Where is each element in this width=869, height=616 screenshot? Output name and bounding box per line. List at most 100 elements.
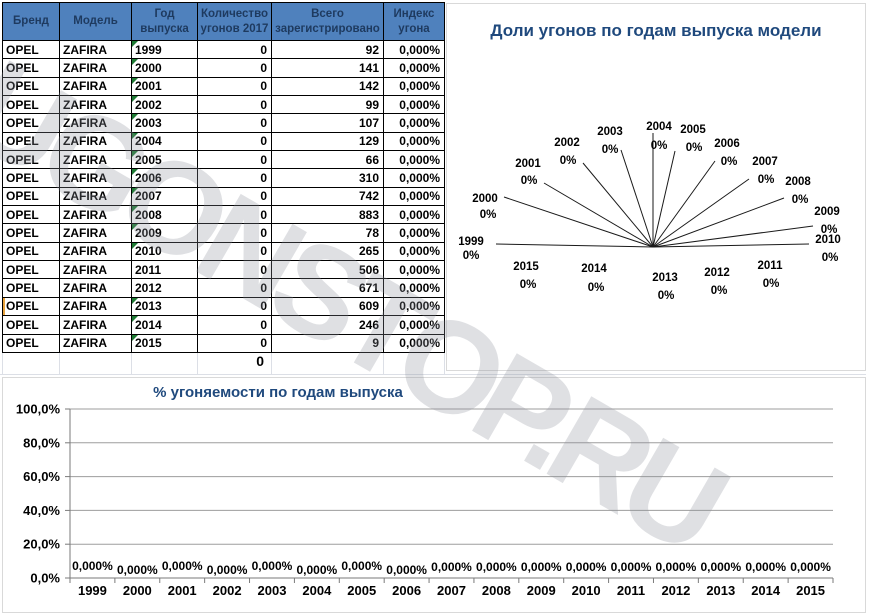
cell-registered[interactable]: 66 — [271, 150, 384, 170]
cell-theft_index[interactable]: 0,000% — [383, 150, 445, 170]
cell-registered[interactable]: 506 — [271, 260, 384, 280]
column-header-2[interactable]: Год выпуска — [131, 2, 198, 41]
cell-model[interactable]: ZAFIRA — [59, 296, 132, 317]
cell-brand[interactable]: OPEL — [2, 278, 60, 298]
cell-thefts_2017[interactable]: 0 — [197, 260, 272, 280]
cell-year[interactable]: 2002 — [131, 95, 198, 115]
cell-registered[interactable]: 92 — [271, 39, 384, 60]
cell-brand[interactable]: OPEL — [2, 168, 60, 188]
cell-model[interactable]: ZAFIRA — [59, 39, 132, 60]
cell-year[interactable]: 2007 — [131, 186, 198, 207]
cell-brand[interactable]: OPEL — [2, 95, 60, 115]
cell-registered[interactable]: 883 — [271, 205, 384, 225]
cell-brand[interactable]: OPEL — [2, 39, 60, 60]
column-header-4[interactable]: Всего зарегистрировано — [271, 2, 384, 41]
cell-registered[interactable]: 265 — [271, 241, 384, 262]
cell-registered[interactable]: 78 — [271, 223, 384, 243]
cell-thefts_2017[interactable]: 0 — [197, 205, 272, 225]
cell-model[interactable]: ZAFIRA — [59, 150, 132, 170]
cell-year[interactable]: 2015 — [131, 333, 198, 353]
cell-year[interactable]: 2000 — [131, 58, 198, 78]
cell-model[interactable]: ZAFIRA — [59, 95, 132, 115]
cell-brand[interactable]: OPEL — [2, 223, 60, 243]
cell-theft_index[interactable]: 0,000% — [383, 168, 445, 188]
cell-theft_index[interactable]: 0,000% — [383, 113, 445, 133]
cell-model[interactable]: ZAFIRA — [59, 131, 132, 152]
cell-brand[interactable]: OPEL — [2, 333, 60, 353]
cell-thefts_2017[interactable]: 0 — [197, 278, 272, 298]
cell-model[interactable]: ZAFIRA — [59, 278, 132, 298]
cell-model[interactable]: ZAFIRA — [59, 113, 132, 133]
cell-year[interactable]: 2010 — [131, 241, 198, 262]
cell-model[interactable]: ZAFIRA — [59, 223, 132, 243]
cell-registered[interactable]: 107 — [271, 113, 384, 133]
cell-year[interactable]: 2011 — [131, 260, 198, 280]
cell-brand[interactable]: OPEL — [2, 131, 60, 152]
total-thefts-cell[interactable]: 0 — [256, 353, 264, 369]
cell-year[interactable]: 2008 — [131, 205, 198, 225]
cell-theft_index[interactable]: 0,000% — [383, 76, 445, 97]
cell-thefts_2017[interactable]: 0 — [197, 333, 272, 353]
cell-year[interactable]: 1999 — [131, 39, 198, 60]
column-header-5[interactable]: Индекс угона — [383, 2, 445, 41]
cell-theft_index[interactable]: 0,000% — [383, 260, 445, 280]
cell-brand[interactable]: OPEL — [2, 76, 60, 97]
cell-year[interactable]: 2003 — [131, 113, 198, 133]
cell-theft_index[interactable]: 0,000% — [383, 223, 445, 243]
cell-thefts_2017[interactable]: 0 — [197, 296, 272, 317]
cell-thefts_2017[interactable]: 0 — [197, 113, 272, 133]
cell-brand[interactable]: OPEL — [2, 186, 60, 207]
cell-model[interactable]: ZAFIRA — [59, 333, 132, 353]
cell-thefts_2017[interactable]: 0 — [197, 241, 272, 262]
cell-registered[interactable]: 129 — [271, 131, 384, 152]
cell-model[interactable]: ZAFIRA — [59, 58, 132, 78]
cell-thefts_2017[interactable]: 0 — [197, 58, 272, 78]
cell-theft_index[interactable]: 0,000% — [383, 278, 445, 298]
cell-thefts_2017[interactable]: 0 — [197, 131, 272, 152]
cell-registered[interactable]: 142 — [271, 76, 384, 97]
cell-model[interactable]: ZAFIRA — [59, 205, 132, 225]
cell-theft_index[interactable]: 0,000% — [383, 296, 445, 317]
cell-thefts_2017[interactable]: 0 — [197, 223, 272, 243]
column-header-1[interactable]: Модель — [59, 2, 132, 41]
cell-thefts_2017[interactable]: 0 — [197, 186, 272, 207]
cell-brand[interactable]: OPEL — [2, 260, 60, 280]
cell-year[interactable]: 2009 — [131, 223, 198, 243]
cell-brand[interactable]: OPEL — [2, 113, 60, 133]
cell-theft_index[interactable]: 0,000% — [383, 58, 445, 78]
cell-year[interactable]: 2006 — [131, 168, 198, 188]
cell-theft_index[interactable]: 0,000% — [383, 131, 445, 152]
cell-brand[interactable]: OPEL — [2, 150, 60, 170]
cell-brand[interactable]: OPEL — [2, 205, 60, 225]
cell-theft_index[interactable]: 0,000% — [383, 333, 445, 353]
cell-year[interactable]: 2012 — [131, 278, 198, 298]
cell-brand[interactable]: OPEL — [2, 315, 60, 335]
cell-theft_index[interactable]: 0,000% — [383, 95, 445, 115]
cell-thefts_2017[interactable]: 0 — [197, 76, 272, 97]
cell-registered[interactable]: 9 — [271, 333, 384, 353]
cell-theft_index[interactable]: 0,000% — [383, 241, 445, 262]
cell-thefts_2017[interactable]: 0 — [197, 39, 272, 60]
cell-brand[interactable]: OPEL — [2, 296, 60, 317]
bar-chart[interactable]: % угоняемости по годам выпуска 100,0% 80,… — [2, 377, 866, 613]
cell-registered[interactable]: 99 — [271, 95, 384, 115]
cell-theft_index[interactable]: 0,000% — [383, 315, 445, 335]
cell-model[interactable]: ZAFIRA — [59, 168, 132, 188]
cell-thefts_2017[interactable]: 0 — [197, 168, 272, 188]
cell-registered[interactable]: 246 — [271, 315, 384, 335]
cell-year[interactable]: 2004 — [131, 131, 198, 152]
cell-model[interactable]: ZAFIRA — [59, 76, 132, 97]
column-header-0[interactable]: Бренд — [2, 2, 60, 41]
cell-brand[interactable]: OPEL — [2, 241, 60, 262]
pie-chart[interactable]: Доли угонов по годам выпуска модели 1999… — [446, 3, 866, 371]
cell-model[interactable]: ZAFIRA — [59, 241, 132, 262]
cell-thefts_2017[interactable]: 0 — [197, 95, 272, 115]
cell-registered[interactable]: 609 — [271, 296, 384, 317]
cell-model[interactable]: ZAFIRA — [59, 315, 132, 335]
cell-theft_index[interactable]: 0,000% — [383, 186, 445, 207]
cell-thefts_2017[interactable]: 0 — [197, 315, 272, 335]
cell-theft_index[interactable]: 0,000% — [383, 39, 445, 60]
cell-registered[interactable]: 742 — [271, 186, 384, 207]
column-header-3[interactable]: Количество угонов 2017 — [197, 2, 272, 41]
cell-year[interactable]: 2005 — [131, 150, 198, 170]
